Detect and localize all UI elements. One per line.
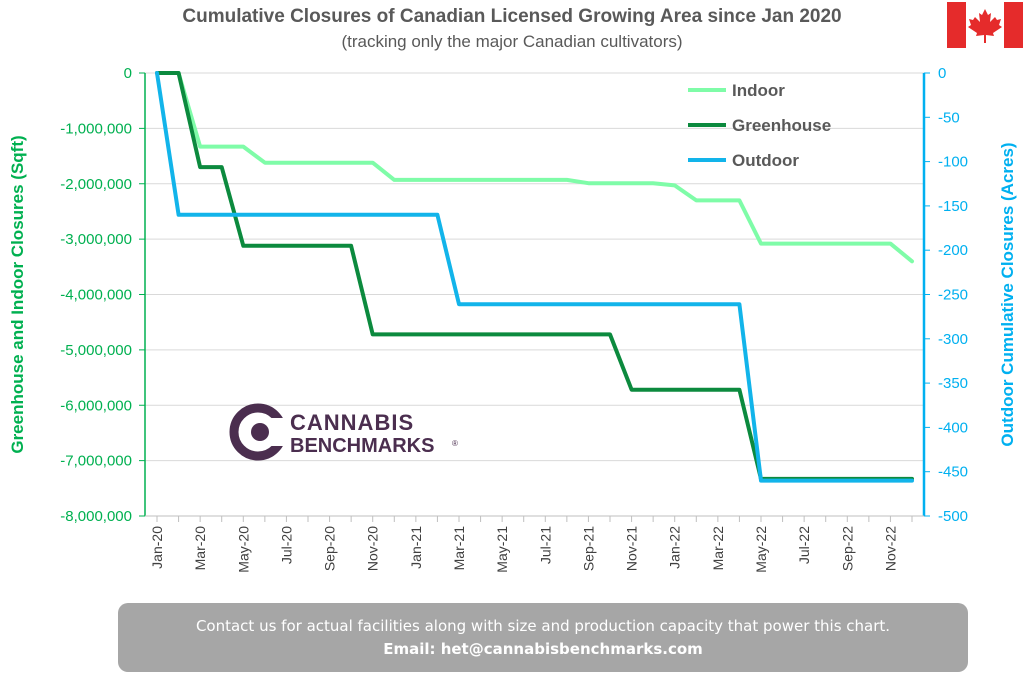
contact-text: Contact us for actual facilities along w… xyxy=(195,617,891,635)
x-tick-label: Nov-20 xyxy=(365,526,381,571)
x-tick-label: May-20 xyxy=(235,526,251,573)
canada-flag-icon xyxy=(947,2,1023,48)
series-line-indoor xyxy=(155,71,914,264)
x-tick-label: Jul-22 xyxy=(796,526,812,564)
x-tick-label: Mar-21 xyxy=(451,526,467,571)
x-tick-label: Mar-20 xyxy=(192,526,208,571)
axes: 0 -1,000,000 -2,000,000 -3,000,000 -4,000,00… xyxy=(8,65,1017,573)
gridlines xyxy=(145,72,924,517)
y-tick-label: -1,000,000 xyxy=(60,120,132,137)
contact-banner: Contact us for actual facilities along w… xyxy=(118,603,968,672)
y2-tick-label: -50 xyxy=(938,109,960,126)
y2-tick-label: -500 xyxy=(938,508,968,525)
y-tick-label: -3,000,000 xyxy=(60,231,132,248)
y-tick-label: -4,000,000 xyxy=(60,287,132,304)
contact-email[interactable]: Email: het@cannabisbenchmarks.com xyxy=(383,640,703,658)
y-tick-label: -5,000,000 xyxy=(60,342,132,359)
logo-line-1: CANNABIS xyxy=(290,410,414,435)
x-tick-label: Jan-21 xyxy=(408,526,424,569)
y-tick-label: -2,000,000 xyxy=(60,176,132,193)
y2-tick-label: -450 xyxy=(938,464,968,481)
y2-tick-label: 0 xyxy=(938,65,946,82)
x-tick-label: May-22 xyxy=(753,526,769,573)
x-tick-label: Jul-20 xyxy=(278,526,294,564)
y-tick-label: 0 xyxy=(124,65,132,82)
x-tick-label: May-21 xyxy=(494,526,510,573)
logo-line-2: BENCHMARKS xyxy=(290,435,434,457)
legend-label-outdoor: Outdoor xyxy=(732,151,799,170)
line-chart: 0 -1,000,000 -2,000,000 -3,000,000 -4,000,00… xyxy=(8,65,1017,573)
y-tick-label: -8,000,000 xyxy=(60,508,132,525)
y2-tick-label: -250 xyxy=(938,287,968,304)
series-line-outdoor xyxy=(155,71,914,483)
y-axis-title: Greenhouse and Indoor Closures (Sqft) xyxy=(8,135,27,453)
x-tick-label: Jul-21 xyxy=(537,526,553,564)
y2-tick-label: -150 xyxy=(938,198,968,215)
legend-label-indoor: Indoor xyxy=(732,81,785,100)
cannabis-benchmarks-logo-icon xyxy=(229,403,288,461)
chart-subtitle: (tracking only the major Canadian cultiv… xyxy=(341,32,683,51)
x-tick-label: Nov-21 xyxy=(624,526,640,571)
x-tick-label: Sep-21 xyxy=(580,526,596,571)
y2-tick-label: -400 xyxy=(938,419,968,436)
logo-registered-mark: ® xyxy=(452,439,458,448)
cannabis-benchmarks-logo: CANNABIS BENCHMARKS ® xyxy=(229,403,458,461)
x-tick-label: Nov-22 xyxy=(882,526,898,571)
x-tick-label: Jan-20 xyxy=(149,526,165,569)
y-tick-label: -7,000,000 xyxy=(60,453,132,470)
x-tick-label: Jan-22 xyxy=(667,526,683,569)
y2-axis-title: Outdoor Cumulative Closures (Acres) xyxy=(998,142,1017,446)
chart-title: Cumulative Closures of Canadian Licensed… xyxy=(182,6,842,27)
legend-label-greenhouse: Greenhouse xyxy=(732,116,831,135)
x-tick-label: Sep-20 xyxy=(322,526,338,571)
series-lines xyxy=(155,71,914,483)
y2-tick-label: -350 xyxy=(938,375,968,392)
x-tick-label: Sep-22 xyxy=(839,526,855,571)
y-tick-label: -6,000,000 xyxy=(60,397,132,414)
y2-tick-label: -200 xyxy=(938,242,968,259)
y2-tick-label: -100 xyxy=(938,154,968,171)
y2-tick-label: -300 xyxy=(938,331,968,348)
x-tick-label: Mar-22 xyxy=(710,526,726,571)
legend: Indoor Greenhouse Outdoor xyxy=(688,81,831,170)
